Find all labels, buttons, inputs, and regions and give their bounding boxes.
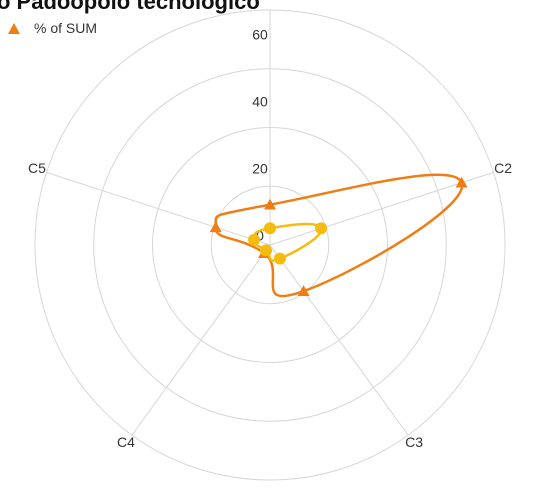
series-0-point-c3 <box>297 285 310 296</box>
axis-label-c4: C4 <box>117 434 135 450</box>
series-0-point-c5 <box>209 221 222 233</box>
radial-tick-40: 40 <box>252 93 268 109</box>
chart-title: o Padoopolo tecnologico <box>0 0 260 14</box>
axis-label-c3: C3 <box>405 434 423 450</box>
legend-label: % of SUM <box>34 20 98 36</box>
triangle-legend-icon <box>8 22 20 34</box>
series-1-point-c2 <box>315 222 328 235</box>
series-1-point-c5 <box>248 233 261 246</box>
legend[interactable]: % of SUM <box>8 20 97 36</box>
axis-spoke-c2 <box>269 171 494 246</box>
axis-spoke-c3 <box>269 244 409 436</box>
axis-spoke-c4 <box>131 244 271 436</box>
radial-tick-20: 20 <box>252 161 268 177</box>
series-0-point-c2 <box>455 176 468 188</box>
series-1-point-c4 <box>260 244 273 257</box>
radial-tick-60: 60 <box>252 26 268 42</box>
axis-spoke-c5 <box>46 171 271 246</box>
series-1-point-c1 <box>264 222 276 235</box>
axis-label-c5: C5 <box>28 160 46 176</box>
series-1-point-c3 <box>273 252 286 265</box>
radial-tick-0: 0 <box>256 228 264 244</box>
series-0-point-c1 <box>264 198 276 210</box>
axis-label-c2: C2 <box>494 160 512 176</box>
